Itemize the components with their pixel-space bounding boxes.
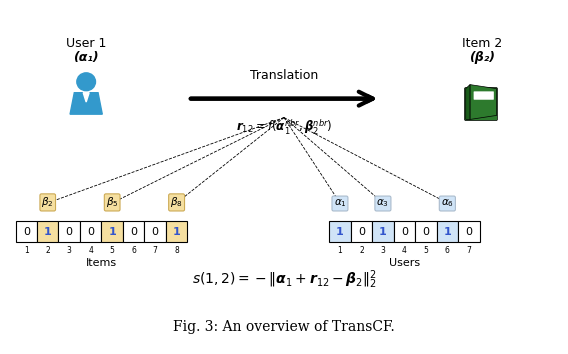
Text: 8: 8 (174, 246, 179, 255)
Text: 1: 1 (108, 227, 116, 236)
Text: 0: 0 (423, 227, 429, 236)
Bar (415, 221, 437, 242)
Text: 3: 3 (381, 246, 385, 255)
Text: $\boldsymbol{\alpha_1}$: $\boldsymbol{\alpha_1}$ (333, 198, 346, 210)
Text: 0: 0 (401, 227, 408, 236)
Bar (102, 221, 123, 242)
Text: $\boldsymbol{r}_{12} = f(\boldsymbol{\alpha}_1^{nbr}, \boldsymbol{\beta}_2^{nbr}: $\boldsymbol{r}_{12} = f(\boldsymbol{\al… (236, 118, 332, 137)
FancyBboxPatch shape (465, 87, 498, 120)
Bar (350, 221, 372, 242)
Text: 3: 3 (67, 246, 72, 255)
Text: 7: 7 (466, 246, 471, 255)
Text: 1: 1 (337, 246, 343, 255)
Text: 0: 0 (66, 227, 73, 236)
Text: Translation: Translation (250, 69, 318, 82)
Text: 5: 5 (110, 246, 115, 255)
Text: 0: 0 (152, 227, 158, 236)
Text: 6: 6 (131, 246, 136, 255)
Text: $\boldsymbol{\alpha_3}$: $\boldsymbol{\alpha_3}$ (377, 198, 390, 210)
Text: 0: 0 (358, 227, 365, 236)
Text: (α₁): (α₁) (73, 51, 99, 63)
Text: 0: 0 (465, 227, 473, 236)
Polygon shape (470, 85, 496, 119)
Text: $\boldsymbol{\alpha_6}$: $\boldsymbol{\alpha_6}$ (441, 198, 454, 210)
Text: 4: 4 (402, 246, 407, 255)
FancyBboxPatch shape (474, 91, 494, 100)
Polygon shape (466, 85, 470, 119)
Text: $\boldsymbol{\beta_2}$: $\boldsymbol{\beta_2}$ (41, 195, 54, 210)
FancyArrowPatch shape (191, 92, 373, 105)
Text: 5: 5 (423, 246, 428, 255)
Text: User 1: User 1 (66, 37, 106, 50)
Text: $s(1,2) = -\|\boldsymbol{\alpha}_1 + \boldsymbol{r}_{12} - \boldsymbol{\beta}_2\: $s(1,2) = -\|\boldsymbol{\alpha}_1 + \bo… (191, 269, 377, 291)
Text: Items: Items (86, 258, 117, 268)
Polygon shape (70, 93, 102, 114)
Text: 0: 0 (130, 227, 137, 236)
Bar (15, 221, 37, 242)
Bar (166, 221, 187, 242)
Text: Item 2: Item 2 (462, 37, 502, 50)
Polygon shape (83, 93, 89, 102)
Text: 1: 1 (173, 227, 181, 236)
Text: 1: 1 (336, 227, 344, 236)
Text: Fig. 3: An overview of TransCF.: Fig. 3: An overview of TransCF. (173, 320, 395, 334)
Bar (394, 221, 415, 242)
Text: 0: 0 (23, 227, 30, 236)
Text: 7: 7 (153, 246, 157, 255)
Bar (144, 221, 166, 242)
Bar (80, 221, 102, 242)
Text: 2: 2 (45, 246, 50, 255)
Text: 1: 1 (44, 227, 52, 236)
Text: 1: 1 (444, 227, 451, 236)
Text: 6: 6 (445, 246, 450, 255)
Bar (59, 221, 80, 242)
Circle shape (77, 73, 95, 91)
Text: Users: Users (389, 258, 420, 268)
Text: 1: 1 (24, 246, 28, 255)
Bar (458, 221, 479, 242)
Text: 4: 4 (88, 246, 93, 255)
Text: 1: 1 (379, 227, 387, 236)
Text: $\boldsymbol{\beta_8}$: $\boldsymbol{\beta_8}$ (170, 195, 183, 210)
Text: 0: 0 (87, 227, 94, 236)
Bar (329, 221, 350, 242)
Bar (37, 221, 59, 242)
Text: 2: 2 (359, 246, 364, 255)
Bar (437, 221, 458, 242)
Bar (372, 221, 394, 242)
Text: (β₂): (β₂) (469, 51, 495, 63)
Bar (123, 221, 144, 242)
Text: $\boldsymbol{\beta_5}$: $\boldsymbol{\beta_5}$ (106, 195, 119, 210)
